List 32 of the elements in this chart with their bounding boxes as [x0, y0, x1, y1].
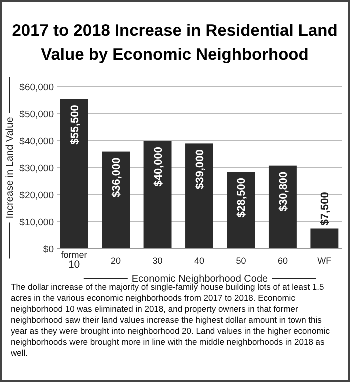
data-label: $39,000: [194, 150, 206, 190]
data-label: $36,000: [111, 158, 124, 198]
data-label: $40,000: [152, 147, 165, 187]
text: The dollar increase of the majority of single-family house building lots of at least 1.5 acres in the various economic neighborhoods from 2017 to 2018. Economic neighborhood 10 was eliminated in 2018, and property owners in that former neighborhood saw their land values increase the highest dollar amount in town this year as they were brought into neighborhood 20. Land values in the higher economic neighborhoods were brought more in line with the middle neighborhoods in 2018 as well.: [10, 282, 331, 358]
bar: [310, 228, 339, 249]
chart-title: 2017 to 2018 Increase in Residential Land Value by Economic Neighborhood: [12, 22, 338, 64]
x-tick-label: former 10: [61, 250, 88, 271]
bar: [268, 166, 297, 249]
x-tick-label: 50: [236, 256, 246, 266]
x-tick-label: WF: [318, 256, 332, 266]
bar: [102, 152, 130, 249]
data-label: $30,800: [278, 172, 290, 212]
bar: [60, 99, 88, 249]
x-tick-label: 30: [152, 256, 163, 266]
bar: [227, 172, 256, 249]
x-tick-label: 20: [111, 256, 122, 266]
y-tick-label: $20,000: [20, 190, 54, 202]
bar: [186, 144, 214, 249]
y-tick-label: $10,000: [20, 218, 54, 228]
data-label: $28,500: [236, 178, 248, 218]
data-label: $55,500: [69, 105, 82, 145]
y-axis-title: Increase in Land Value: [5, 116, 16, 219]
data-label: $7,500: [320, 192, 332, 226]
y-tick-label: $30,000: [20, 164, 54, 174]
y-tick-label: $40,000: [20, 136, 54, 148]
y-tick-label: $50,000: [20, 110, 54, 120]
bar: [144, 141, 172, 249]
x-tick-label: 60: [278, 256, 288, 266]
y-tick-label: $0: [43, 244, 54, 256]
x-axis-title: Economic Neighborhood Code: [132, 274, 269, 285]
x-tick-label: 40: [194, 256, 205, 266]
y-tick-label: $60,000: [20, 82, 54, 94]
